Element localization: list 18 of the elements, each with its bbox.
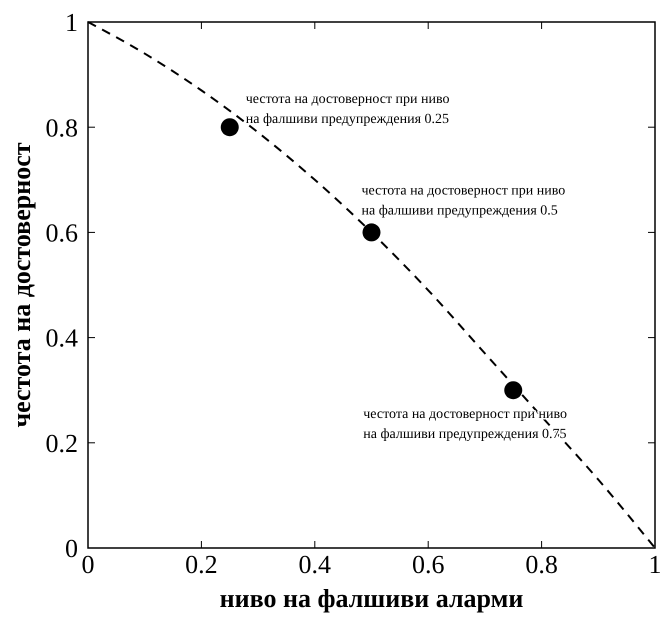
x-tick-label: 1 xyxy=(648,550,662,579)
annotation: честота на достоверност при ниво на фалшиви предупреждения 0.5 xyxy=(362,183,566,218)
x-tick-label: 0.6 xyxy=(412,550,444,579)
y-tick-label: 0.6 xyxy=(46,218,78,248)
annotation: честота на достоверност при ниво на фалшиви предупреждения 0.75 xyxy=(363,407,568,442)
x-tick-label: 0.8 xyxy=(525,550,558,579)
point xyxy=(504,381,522,400)
annotation: честота на достоверност при ниво на фалшиви предупреждения 0.25 xyxy=(246,92,450,128)
y-tick-label: 0.2 xyxy=(46,428,78,458)
x-tick-label: 0.2 xyxy=(185,550,218,579)
y-tick-label: 1 xyxy=(65,8,78,38)
y-tick-label: 0.4 xyxy=(46,324,78,353)
x-tick-label: 0.4 xyxy=(298,550,332,579)
point xyxy=(362,223,380,242)
point xyxy=(220,118,239,136)
y-tick-label: 0.8 xyxy=(46,113,78,142)
x-axis-title: ниво на фалшиви аларми xyxy=(220,584,524,613)
y-axis-title: честота на достоверност xyxy=(7,142,36,428)
